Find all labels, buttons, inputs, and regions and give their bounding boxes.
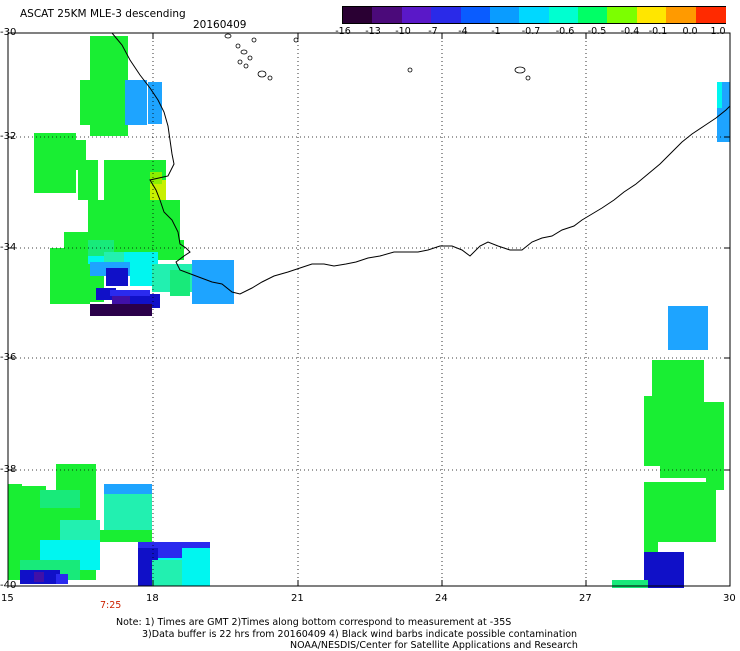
wind-cell	[148, 82, 162, 124]
wind-cell	[182, 548, 210, 586]
colorbar-swatch	[460, 7, 491, 23]
wind-cell	[104, 484, 152, 494]
colorbar-swatch	[519, 7, 550, 23]
wind-cell	[152, 560, 182, 586]
wind-cell	[56, 574, 68, 584]
island-outline	[235, 43, 241, 49]
wind-cell	[706, 430, 724, 490]
island-outline	[247, 55, 253, 61]
colorbar-tick-label: -0.5	[587, 26, 607, 37]
wind-cell	[612, 580, 648, 588]
colorbar	[342, 6, 726, 24]
colorbar-tick-label: -0.1	[648, 26, 668, 37]
wind-cell	[106, 268, 128, 286]
colorbar-swatch	[607, 7, 638, 23]
plot-frame	[7, 32, 731, 587]
colorbar-swatch	[372, 7, 403, 23]
latitude-label: -34	[0, 242, 17, 253]
island-outline	[240, 49, 248, 55]
colorbar-swatch	[431, 7, 462, 23]
wind-cell	[90, 304, 152, 316]
island-outline	[407, 67, 413, 73]
colorbar-tick-label: 0.0	[682, 26, 698, 37]
wind-cell	[130, 264, 152, 286]
island-outline	[251, 37, 257, 43]
wind-cell	[78, 160, 98, 200]
time-label: 7:25	[100, 600, 122, 611]
latitude-label: -32	[0, 131, 17, 142]
colorbar-swatch	[578, 7, 609, 23]
graticule	[7, 32, 731, 587]
colorbar-tick-label: -0.4	[620, 26, 640, 37]
island-outline	[257, 70, 267, 78]
longitude-label: 30	[723, 593, 736, 604]
island-outline	[514, 66, 526, 74]
chart-date: 20160409	[193, 19, 247, 31]
island-outline	[243, 63, 249, 69]
wind-cell	[100, 530, 152, 542]
note-line-2: 3)Data buffer is 22 hrs from 20160409 4)…	[142, 629, 578, 640]
island-outline	[293, 37, 299, 43]
wind-cell	[125, 80, 147, 125]
wind-cell	[170, 270, 190, 296]
colorbar-tick-label: -16	[335, 26, 351, 37]
colorbar-tick-label: -13	[365, 26, 381, 37]
wind-cell	[60, 520, 100, 540]
longitude-label: 24	[435, 593, 448, 604]
colorbar-tick-label: 1.0	[710, 26, 726, 37]
longitude-label: 15	[1, 593, 14, 604]
colorbar-swatch	[666, 7, 697, 23]
wind-cell	[80, 80, 130, 125]
island-outline	[224, 33, 232, 39]
colorbar-tick-label: -10	[395, 26, 411, 37]
island-outline	[525, 75, 531, 81]
latitude-label: -36	[0, 352, 17, 363]
wind-cells	[8, 36, 730, 588]
latitude-label: -38	[0, 464, 17, 475]
coastline	[111, 32, 731, 295]
island-outline	[267, 75, 273, 81]
colorbar-swatch	[548, 7, 579, 23]
island-outline	[237, 59, 243, 65]
wind-cell	[644, 552, 684, 588]
colorbar-tick-label: -0.6	[555, 26, 575, 37]
colorbar-swatch	[636, 7, 667, 23]
colorbar-tick-label: -4	[458, 26, 468, 37]
wind-cell	[104, 252, 124, 262]
note-line-3: NOAA/NESDIS/Center for Satellite Applica…	[290, 640, 578, 651]
latitude-label: -40	[0, 580, 17, 591]
wind-cell	[110, 290, 150, 296]
wind-cell	[668, 306, 708, 350]
colorbar-swatch	[343, 7, 373, 23]
colorbar-tick-label: -7	[428, 26, 438, 37]
latitude-label: -30	[0, 27, 17, 38]
colorbar-swatch	[489, 7, 520, 23]
longitude-label: 21	[291, 593, 304, 604]
longitude-label: 18	[146, 593, 159, 604]
colorbar-swatch	[401, 7, 432, 23]
colorbar-swatch	[695, 7, 726, 23]
wind-cell	[34, 572, 44, 582]
note-line-1: Note: 1) Times are GMT 2)Times along bot…	[116, 617, 512, 628]
colorbar-tick-label: -1	[491, 26, 501, 37]
colorbar-tick-label: -0.7	[521, 26, 541, 37]
wind-cell	[40, 490, 80, 508]
wind-cell	[50, 248, 90, 304]
wind-cell	[717, 82, 722, 108]
wind-cell	[8, 484, 22, 580]
coastline-path	[111, 32, 731, 295]
chart-title: ASCAT 25KM MLE-3 descending	[20, 8, 186, 20]
longitude-label: 27	[579, 593, 592, 604]
